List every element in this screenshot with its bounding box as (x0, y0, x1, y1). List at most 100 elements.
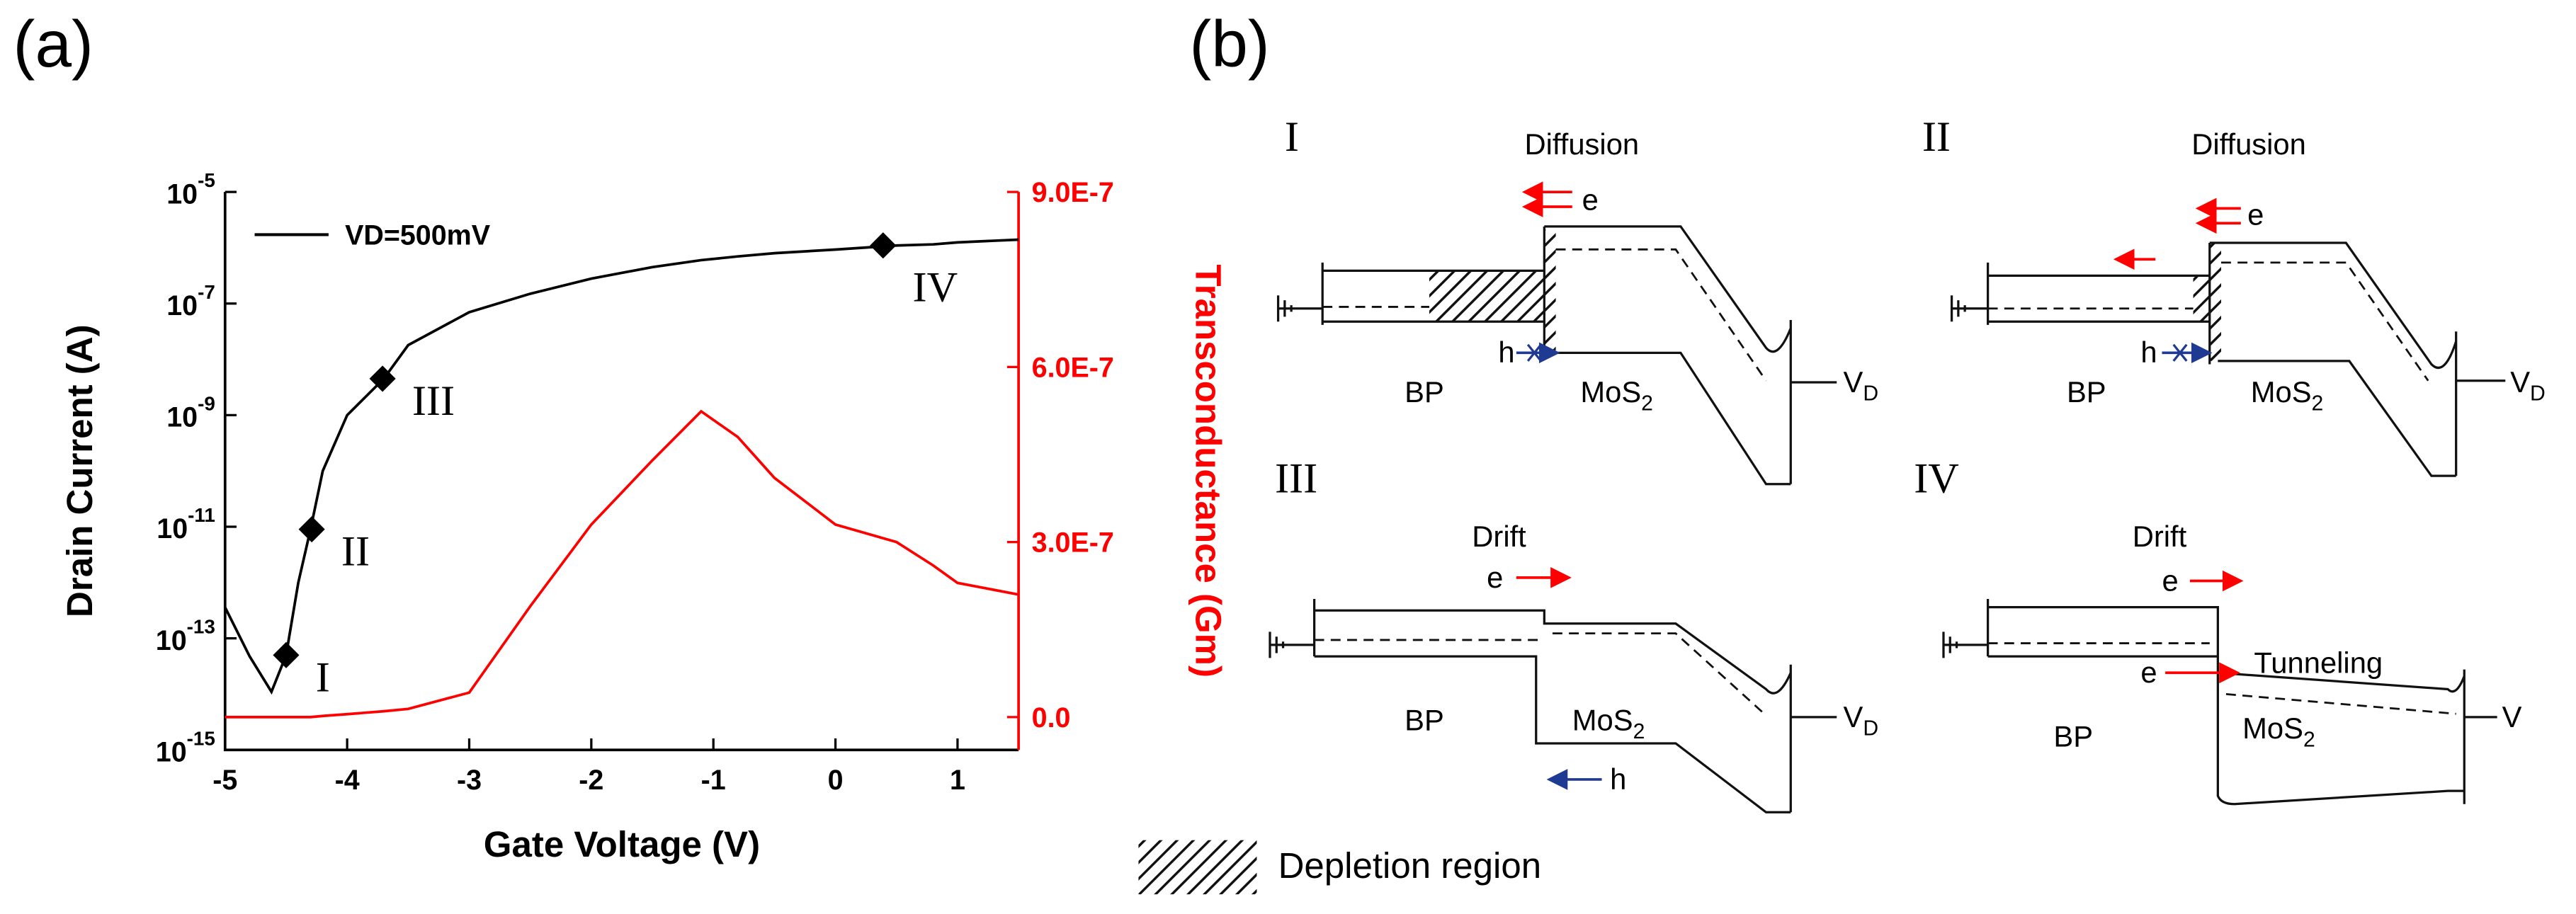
y-tick-label: 10-15 (156, 727, 215, 767)
marker (870, 232, 897, 259)
depletion (2209, 243, 2221, 361)
material: MoS2 (2251, 375, 2324, 416)
legend-label: VD=500mV (345, 219, 491, 251)
y-axis-title: Drain Current (A) (59, 324, 100, 617)
y2-tick-label: 9.0E-7 (1032, 177, 1114, 208)
band-edge (1312, 598, 1837, 813)
marker (273, 641, 300, 668)
x-tick-label: -2 (579, 765, 603, 796)
band-diagram: IV Drift e e Tunneling BP MoS2 V (1914, 455, 2522, 806)
y-tick-exponent: -7 (198, 281, 215, 303)
panel-label: (b) (1189, 7, 1269, 81)
tunneling-label: Tunneling (2254, 646, 2383, 679)
x-tick-label: -5 (212, 765, 237, 796)
panel-number: IV (1914, 455, 1959, 502)
ground (1269, 632, 1315, 658)
y-tick-base: 10 (166, 402, 198, 433)
terminal-sub: D (2530, 382, 2546, 406)
legend-swatch (1138, 840, 1257, 895)
carrier: h (2140, 336, 2157, 369)
y2-tick-label: 0.0 (1032, 702, 1071, 733)
material: BP (2067, 375, 2106, 409)
depletion (2193, 275, 2210, 322)
depletion (1544, 229, 1556, 353)
y-tick-exponent: -13 (187, 616, 215, 638)
band-diagram: I Diffusion e h BP MoS2 VD (1276, 113, 1878, 486)
material: MoS2 (1580, 375, 1653, 416)
material-text: MoS (1572, 703, 1633, 736)
material-text: MoS (2242, 712, 2303, 745)
panel-label: (a) (13, 7, 93, 81)
y-tick-base: 10 (166, 178, 198, 210)
y-tick-base: 10 (156, 736, 187, 767)
x-tick-label: -1 (701, 765, 726, 796)
material: MoS2 (1572, 703, 1645, 743)
y-tick-exponent: -9 (198, 392, 215, 414)
material-text: MoS (2251, 375, 2312, 409)
ground (1276, 295, 1323, 322)
band-diagram: III Drift e BP MoS2 VD h (1269, 455, 1878, 813)
y-tick-label: 10-11 (157, 504, 215, 544)
process-label: Diffusion (1525, 127, 1640, 161)
block-cross (2172, 343, 2188, 362)
marker-label: I (316, 653, 330, 701)
carrier: h (1498, 336, 1514, 369)
y-tick-base: 10 (166, 290, 198, 321)
terminal: VD (1843, 700, 1878, 741)
terminal-sub: D (1863, 716, 1878, 740)
x-axis-title: Gate Voltage (V) (484, 824, 760, 864)
material: BP (1405, 375, 1444, 409)
y-tick-label: 10-7 (166, 281, 215, 321)
x-tick-label: -3 (457, 765, 482, 796)
y-tick-exponent: -5 (198, 169, 215, 191)
material-sub: 2 (1633, 720, 1645, 743)
process-label: Drift (2133, 520, 2187, 553)
depletion (1429, 270, 1545, 322)
material-sub: 2 (2303, 729, 2315, 752)
fermi-level (1987, 261, 2429, 382)
material: BP (2053, 720, 2093, 753)
ground (1942, 632, 1988, 658)
band-edge (1986, 241, 2506, 477)
band-edge (1986, 598, 2497, 806)
terminal-sub: D (1863, 382, 1878, 406)
fermi-level (1314, 632, 1767, 716)
marker-label: II (341, 528, 370, 576)
material-sub: 2 (1641, 392, 1653, 415)
band-diagram: II Diffusion e h BP MoS2 VD (1922, 113, 2546, 477)
panel-number: II (1922, 113, 1951, 161)
legend-text: Depletion region (1278, 845, 1542, 886)
ground (1950, 295, 1988, 322)
carrier: e (2247, 198, 2264, 232)
axis-frame (223, 192, 1019, 752)
block-cross (1526, 343, 1542, 362)
y-tick-label: 10-9 (166, 392, 215, 433)
carrier: e (1487, 561, 1503, 594)
marker (369, 365, 396, 392)
carrier: h (1610, 762, 1626, 796)
fermi-level (1322, 248, 1767, 382)
y2-tick-label: 6.0E-7 (1032, 352, 1114, 383)
y2-tick-label: 3.0E-7 (1032, 527, 1114, 559)
x-tick-label: 1 (950, 765, 965, 796)
marker-label: IV (913, 264, 958, 312)
series-line (224, 238, 1019, 695)
x-tick-label: 0 (828, 765, 844, 796)
material: BP (1405, 703, 1444, 736)
band-edge (1321, 225, 1837, 486)
x-tick-label: -4 (335, 765, 360, 796)
y-tick-label: 10-13 (156, 616, 215, 656)
chart-a: -5 -4 -3 -2 -1 0 110-1510-1310-1110-910-710-50… (59, 169, 1229, 864)
process-label: Diffusion (2191, 127, 2306, 161)
material-text: MoS (1580, 375, 1641, 409)
carrier: e (2140, 656, 2157, 689)
panel-number: I (1285, 113, 1299, 161)
terminal: V (2502, 700, 2522, 733)
y-tick-base: 10 (157, 513, 188, 544)
carrier: e (1582, 183, 1599, 217)
carrier: e (2162, 564, 2178, 597)
marker (298, 516, 325, 543)
y2-axis-title: Transconductance (Gm) (1188, 264, 1229, 678)
